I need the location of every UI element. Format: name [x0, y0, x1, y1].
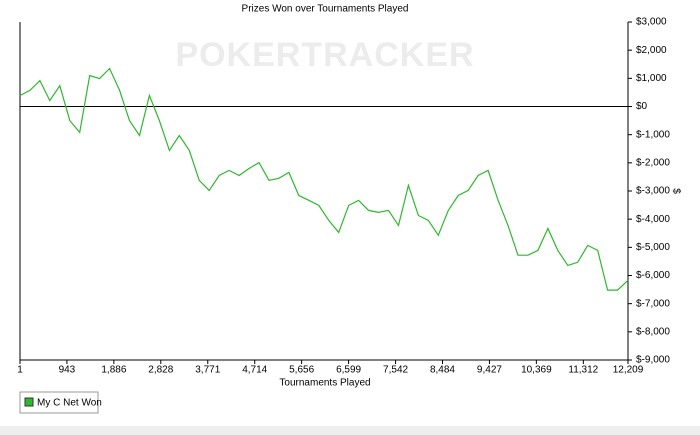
x-tick-label: 6,599 [336, 365, 361, 376]
x-tick-label: 1 [17, 365, 23, 376]
x-tick-label: 8,484 [430, 365, 455, 376]
x-tick-label: 4,714 [242, 365, 267, 376]
x-tick-label: 3,771 [195, 365, 220, 376]
x-tick-label: 1,886 [101, 365, 126, 376]
chart-title: Prizes Won over Tournaments Played [242, 4, 409, 15]
y-tick-label: $1,000 [636, 73, 667, 84]
x-tick-label: 943 [59, 365, 76, 376]
y-tick-label: $-1,000 [636, 129, 670, 140]
y-tick-label: $-5,000 [636, 242, 670, 253]
y-tick-label: $-4,000 [636, 214, 670, 225]
data-line [19, 67, 629, 291]
x-tick-label: 7,542 [383, 365, 408, 376]
y-axis-label: $ [670, 188, 681, 194]
y-tick-label: $0 [636, 101, 648, 112]
x-tick-label: 11,312 [568, 365, 598, 376]
legend-box [19, 391, 99, 414]
y-tick-label: $2,000 [636, 45, 667, 56]
legend-swatch [24, 397, 34, 407]
x-tick-label: 12,209 [613, 365, 644, 376]
y-tick-label: $-8,000 [636, 326, 670, 337]
y-tick-label: $-3,000 [636, 186, 670, 197]
x-axis-label: Tournaments Played [279, 378, 370, 389]
x-tick-label: 10,369 [521, 365, 552, 376]
y-tick-label: $-2,000 [636, 157, 670, 168]
legend-label: My C Net Won [37, 398, 102, 409]
y-tick-label: $3,000 [636, 17, 667, 28]
y-tick-label: $-7,000 [636, 298, 670, 309]
watermark: POKERTRACKER [175, 36, 474, 74]
footer-strip [0, 426, 700, 435]
x-tick-label: 2,828 [148, 365, 173, 376]
y-tick-label: $-9,000 [636, 355, 670, 366]
x-tick-label: 9,427 [477, 365, 502, 376]
y-tick-label: $-6,000 [636, 270, 670, 281]
x-tick-label: 5,656 [289, 365, 314, 376]
